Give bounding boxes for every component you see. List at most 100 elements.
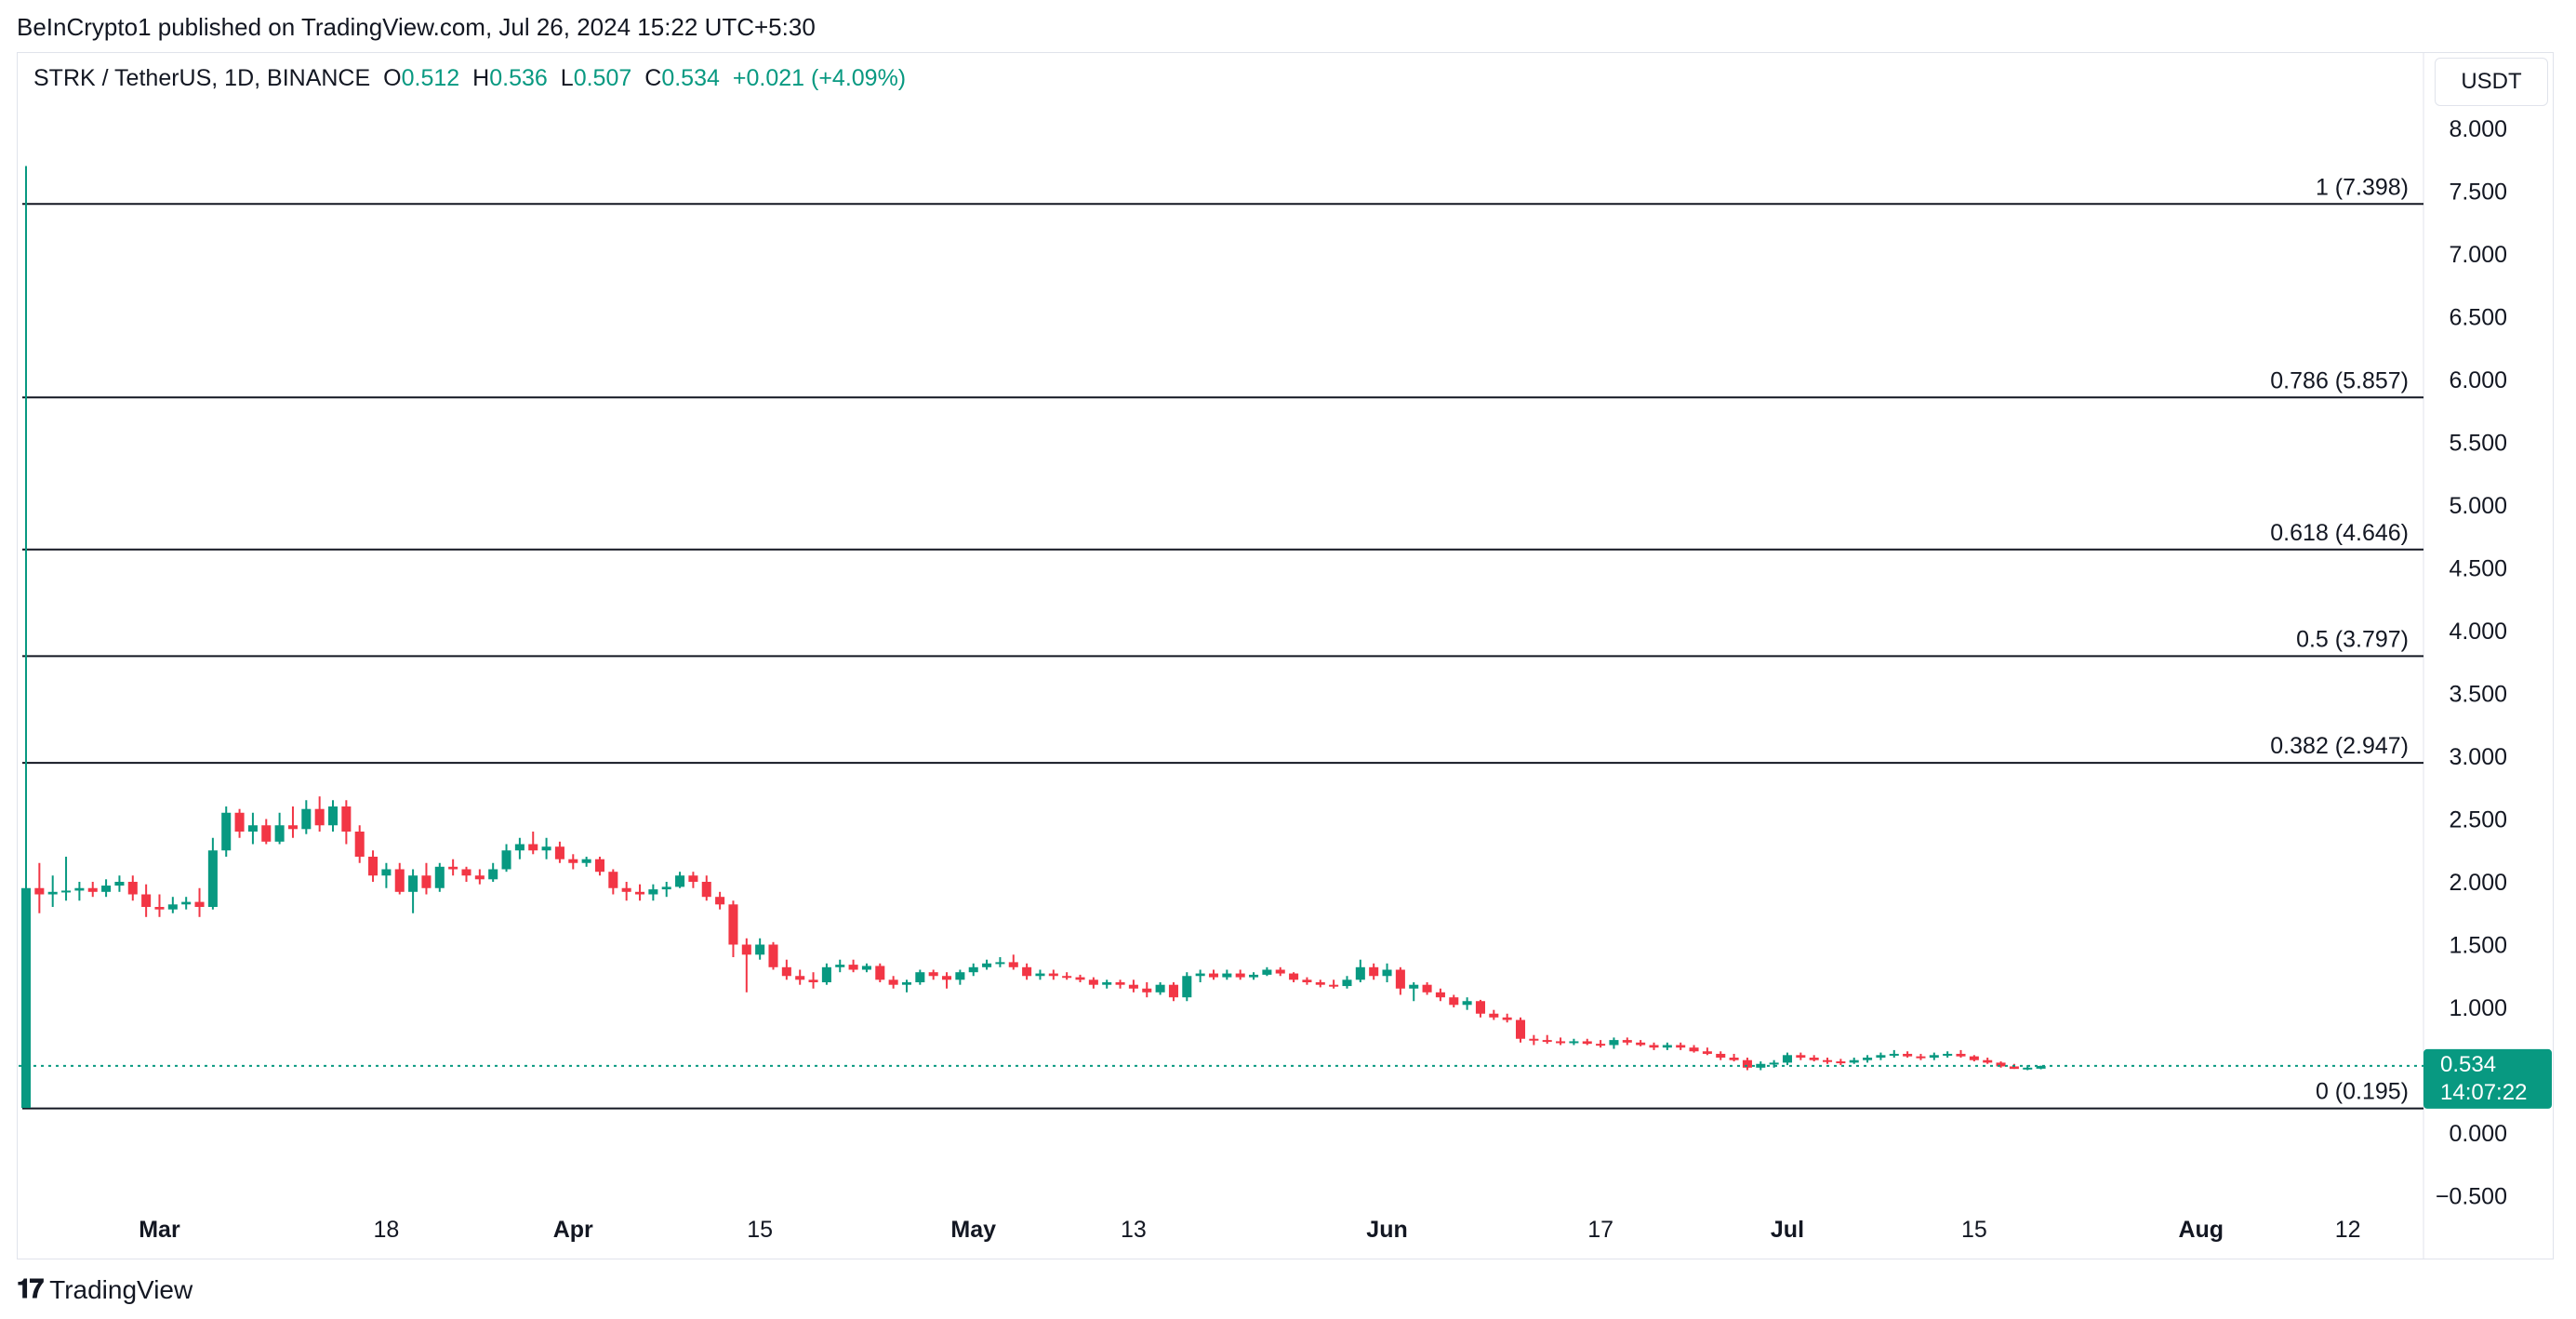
candle-body xyxy=(1596,1044,1606,1046)
time-tick-label: 17 xyxy=(1587,1217,1613,1243)
time-axis[interactable]: Mar 18 Apr 15 May 13 Jun 17 Jul 15 Aug 12 xyxy=(139,1217,2360,1243)
candle-body xyxy=(594,859,604,873)
candle-body xyxy=(1208,973,1219,978)
candle-body xyxy=(1289,973,1299,980)
candle-body xyxy=(448,866,458,870)
candle-body xyxy=(341,806,352,832)
candle-body xyxy=(541,846,551,851)
candle-body xyxy=(1769,1062,1779,1065)
candle-body xyxy=(1542,1040,1552,1043)
candle-body xyxy=(1449,997,1459,1006)
candle-body xyxy=(114,882,125,886)
candle-body xyxy=(675,875,685,887)
candle-body xyxy=(861,966,871,970)
candle-body xyxy=(1302,979,1312,982)
candle-body xyxy=(381,869,392,876)
candle-body xyxy=(1515,1019,1526,1039)
candle-body xyxy=(1342,979,1352,987)
candle-body xyxy=(568,859,578,863)
candle-body xyxy=(1529,1038,1539,1041)
candle-body xyxy=(327,806,339,826)
candles xyxy=(20,166,2046,1108)
candle-body xyxy=(1889,1053,1899,1056)
high-label: H xyxy=(472,65,490,91)
candle-body xyxy=(101,886,112,892)
candle-body xyxy=(1168,984,1178,998)
candle-body xyxy=(1676,1045,1686,1048)
candle-body xyxy=(61,890,72,893)
footer-brand[interactable]: 𝟏𝟕 TradingView xyxy=(17,1274,193,1305)
candle-body xyxy=(1008,962,1018,967)
time-tick-label: 15 xyxy=(747,1217,773,1243)
time-tick-label: Jul xyxy=(1771,1217,1804,1243)
candle-body xyxy=(181,901,192,905)
candle-body xyxy=(1609,1040,1619,1046)
close-label: C xyxy=(644,65,662,91)
time-tick-label: Mar xyxy=(139,1217,180,1243)
candle-body xyxy=(808,979,818,982)
candle-body xyxy=(1809,1058,1819,1060)
candle-body xyxy=(581,859,591,863)
candle-body xyxy=(20,887,32,1108)
close-value: 0.534 xyxy=(661,65,720,91)
candle-body xyxy=(354,832,365,857)
candle-body xyxy=(755,944,765,955)
candle-body xyxy=(781,966,791,977)
price-tick-label: 7.000 xyxy=(2449,242,2507,268)
price-tick-label: 2.000 xyxy=(2449,870,2507,896)
candle-body xyxy=(635,891,645,895)
candle-body xyxy=(661,886,671,890)
candle-body xyxy=(2023,1067,2033,1070)
low-value: 0.507 xyxy=(573,65,632,91)
candle-body xyxy=(875,966,885,980)
fib-levels: 1 (7.398) 0.786 (5.857) 0.618 (4.646) 0.5 (… xyxy=(22,174,2423,1110)
candle-body xyxy=(287,825,298,830)
candle-body xyxy=(608,872,618,888)
candle-body xyxy=(915,972,925,982)
candle-body xyxy=(1929,1055,1939,1058)
candle-body xyxy=(74,887,85,891)
fib-level-label: 0.786 (5.857) xyxy=(2270,367,2409,393)
candle-body xyxy=(741,944,751,955)
candle-body xyxy=(1382,969,1392,977)
candle-body xyxy=(408,875,418,892)
candle-body xyxy=(1983,1059,1993,1063)
price-tag xyxy=(2423,1048,2552,1109)
candle-body xyxy=(1689,1047,1699,1052)
candle-body xyxy=(368,857,378,876)
candle-body xyxy=(955,972,965,980)
tradingview-logo-icon: 𝟏𝟕 xyxy=(17,1274,44,1303)
candle-body xyxy=(1222,973,1232,978)
candle-body xyxy=(207,850,218,907)
footer-brand-label: TradingView xyxy=(49,1274,193,1304)
candle-body xyxy=(1422,984,1432,993)
time-tick-label: May xyxy=(950,1217,996,1243)
candle-body xyxy=(528,844,538,851)
candle-body xyxy=(1155,984,1165,993)
price-axis[interactable]: 8.000 7.500 7.000 6.500 6.000 5.500 5.000 4.500… xyxy=(2436,116,2507,1210)
symbol-label[interactable]: STRK / TetherUS, 1D, BINANCE xyxy=(33,65,371,91)
candle-body xyxy=(1088,979,1098,985)
candle-body xyxy=(1235,973,1245,978)
time-tick-label: Apr xyxy=(553,1217,593,1243)
price-tag-countdown: 14:07:22 xyxy=(2440,1080,2527,1105)
candle-body xyxy=(194,901,205,907)
candle-body xyxy=(888,979,898,985)
price-tick-label: 1.500 xyxy=(2449,933,2507,959)
candle-body xyxy=(514,844,524,851)
currency-unit-button[interactable]: USDT xyxy=(2435,58,2548,106)
candle-body xyxy=(474,875,485,880)
price-tag-value: 0.534 xyxy=(2440,1052,2496,1077)
candle-body xyxy=(301,808,312,830)
candle-body xyxy=(821,966,831,982)
candle-body xyxy=(501,850,511,870)
candle-body xyxy=(234,812,245,832)
candle-body xyxy=(1462,1001,1472,1006)
candle-body xyxy=(1729,1058,1739,1060)
candle-body xyxy=(1502,1017,1512,1020)
candle-body xyxy=(1636,1042,1646,1046)
time-tick-label: 15 xyxy=(1961,1217,1987,1243)
time-tick-label: 18 xyxy=(373,1217,399,1243)
candle-body xyxy=(728,904,738,945)
